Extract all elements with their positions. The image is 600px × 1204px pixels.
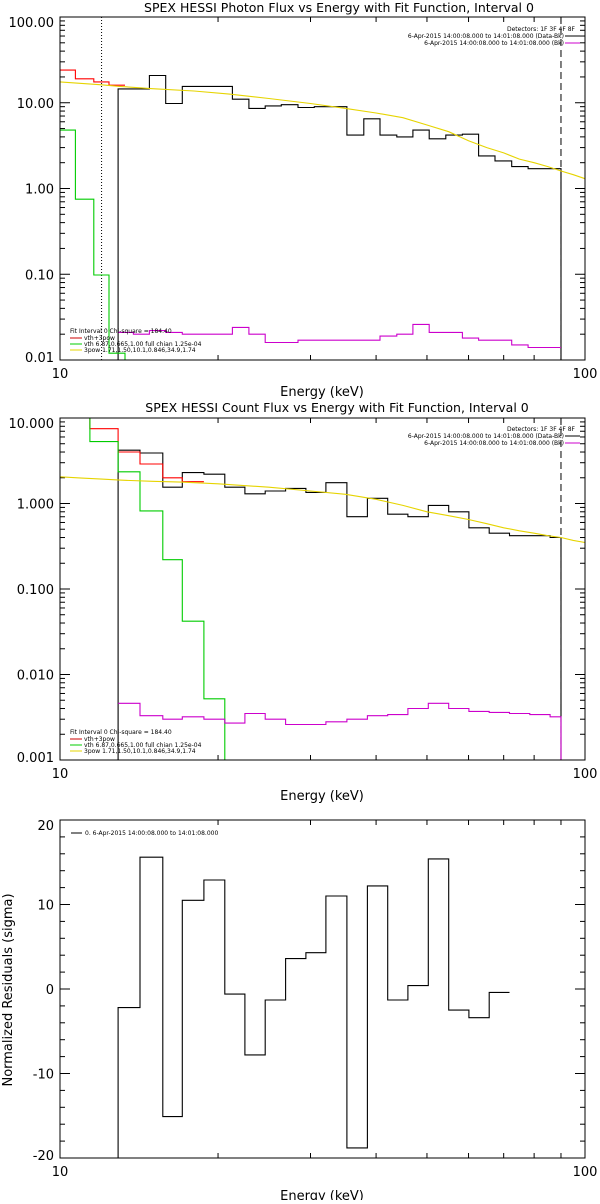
y-tick-label: -10 (33, 1068, 54, 1083)
legend-entry: 6-Apr-2015 14:00:08.000 to 14:01:08.000 … (424, 440, 564, 447)
series-layer (59, 69, 586, 360)
series-line-power-law (59, 81, 586, 180)
legend-entry: 6-Apr-2015 14:00:08.000 to 14:01:08.000 … (424, 40, 564, 47)
series-line-data (117, 74, 562, 360)
y-axis-label: Normalized Residuals (sigma) (1, 893, 16, 1086)
legend-entry: 3pow 1.71,1.50,10.1,0.846,34.9,1.74 (84, 748, 196, 755)
axis-ticks (59, 417, 586, 761)
legend-entry: vth+3pow (84, 736, 115, 743)
axis-ticks (59, 819, 586, 1159)
chart-title: SPEX HESSI Photon Flux vs Energy with Fi… (144, 0, 534, 15)
series-layer (59, 417, 586, 760)
y-tick-label: 1.00 (25, 183, 54, 198)
x-tick-labels: 10 100 (52, 367, 598, 382)
legend-entry: 6-Apr-2015 14:00:08.000 to 14:01:08.000 … (408, 433, 564, 440)
legend-header: Fit Interval 0 Chi-square = 184.40 (70, 328, 172, 335)
photon-flux-panel: SPEX HESSI Photon Flux vs Energy with Fi… (9, 0, 598, 400)
x-axis-label: Energy (keV) (280, 789, 364, 804)
y-tick-label: 100.00 (9, 16, 55, 31)
x-tick-label: 100 (573, 367, 598, 382)
x-tick-labels: 10 100 (52, 1165, 598, 1180)
x-tick-label: 100 (573, 1165, 598, 1180)
x-axis-label: Energy (keV) (280, 1189, 364, 1200)
x-tick-label: 10 (52, 367, 69, 382)
legend-top: Detectors: 1F 3F 4F 8F 6-Apr-2015 14:00:… (408, 26, 580, 47)
axis-ticks (59, 16, 586, 361)
y-tick-label: 10.000 (9, 417, 55, 432)
legend-header: Fit Interval 0 Chi-square = 184.40 (70, 729, 172, 736)
y-tick-label: 0.010 (17, 669, 54, 684)
legend-entry: vth 6.87,0.665,1.00 full chian 1.25e-04 (84, 742, 202, 749)
y-tick-labels: 100.00 10.00 1.00 0.10 0.01 (9, 16, 55, 366)
series-line-background-model (60, 69, 125, 86)
legend-entry: vth 6.87,0.665,1.00 full chian 1.25e-04 (84, 341, 202, 348)
series-line-data (117, 449, 562, 760)
y-tick-labels: 10.000 1.000 0.100 0.010 0.001 (9, 417, 55, 766)
legend-bottom: Fit Interval 0 Chi-square = 184.40 vth+3… (70, 328, 202, 354)
legend-top: Detectors: 1F 3F 4F 8F 6-Apr-2015 14:00:… (408, 426, 580, 447)
y-tick-label: 0 (46, 983, 54, 998)
legend-entry: 0. 6-Apr-2015 14:00:08.000 to 14:01:08.0… (85, 830, 218, 837)
x-tick-label: 10 (52, 767, 69, 782)
x-axis-label: Energy (keV) (280, 385, 364, 400)
count-flux-panel: SPEX HESSI Count Flux vs Energy with Fit… (9, 400, 598, 804)
legend-entry: vth+3pow (84, 335, 115, 342)
reference-lines (101, 17, 562, 360)
plot-frame (59, 417, 586, 761)
legend-entry: 3pow 1.71,1.50,10.1,0.846,34.9,1.74 (84, 347, 196, 354)
legend-header: Detectors: 1F 3F 4F 8F (507, 426, 576, 433)
series-line-thermal (60, 129, 126, 360)
y-tick-label: 0.100 (17, 583, 54, 598)
plot-frame (59, 16, 586, 361)
y-tick-label: -20 (33, 1149, 54, 1164)
legend-header: Detectors: 1F 3F 4F 8F (507, 26, 576, 33)
series-line-residual (118, 702, 562, 760)
legend-top-left: 0. 6-Apr-2015 14:00:08.000 to 14:01:08.0… (71, 830, 218, 837)
y-tick-labels: 20 10 0 -10 -20 (33, 819, 54, 1164)
series-line-residual (118, 323, 561, 349)
y-tick-label: 20 (37, 819, 54, 834)
y-tick-label: 0.001 (17, 751, 54, 766)
legend-bottom: Fit Interval 0 Chi-square = 184.40 vth+3… (70, 729, 202, 755)
series-layer (117, 856, 510, 1158)
series-line-data (117, 856, 510, 1158)
series-line-power-law (59, 476, 586, 544)
series-line-thermal (60, 417, 226, 760)
y-tick-label: 0.01 (25, 351, 54, 366)
chart-title: SPEX HESSI Count Flux vs Energy with Fit… (145, 400, 528, 415)
y-tick-label: 10.00 (17, 97, 54, 112)
x-tick-labels: 10 100 (52, 767, 598, 782)
legend-entry: 6-Apr-2015 14:00:08.000 to 14:01:08.000 … (408, 33, 564, 40)
x-tick-label: 10 (52, 1165, 69, 1180)
y-tick-label: 0.10 (25, 268, 54, 283)
plot-frame (59, 819, 586, 1159)
x-tick-label: 100 (573, 767, 598, 782)
y-tick-label: 1.000 (17, 498, 54, 513)
y-tick-label: 10 (37, 899, 54, 914)
